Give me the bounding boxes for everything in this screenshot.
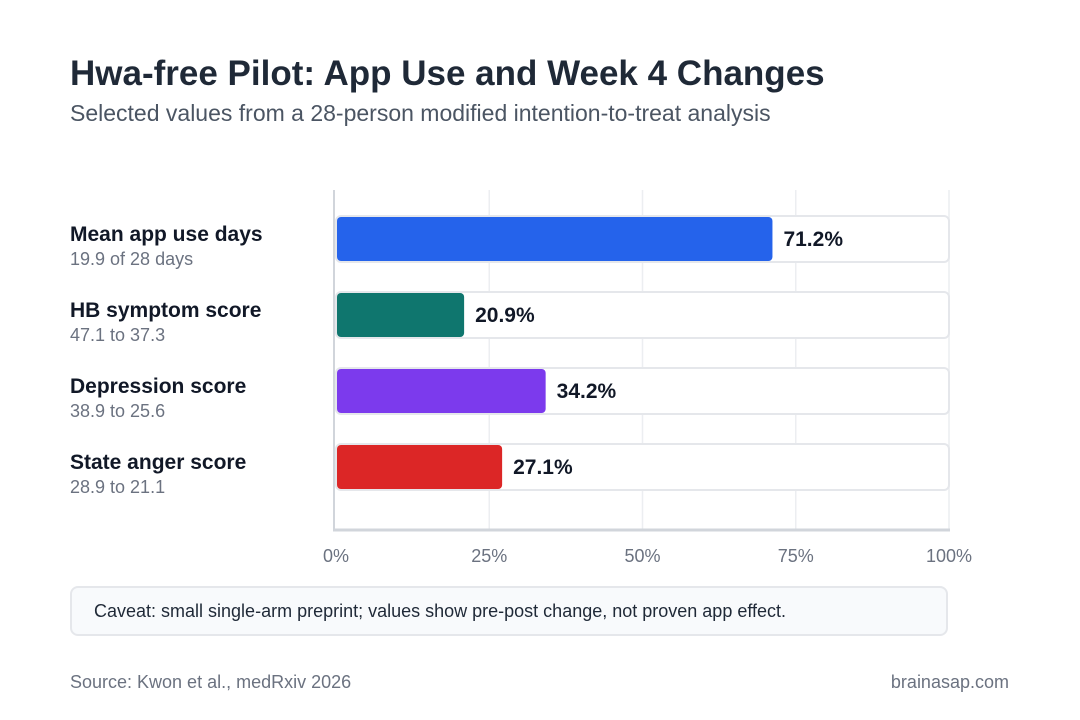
data-label: 34.2% (557, 380, 617, 403)
x-tick-label: 50% (624, 546, 660, 566)
source-note: Source: Kwon et al., medRxiv 2026 (70, 672, 352, 692)
data-label: 27.1% (513, 456, 573, 479)
category-label: HB symptom score (70, 299, 261, 322)
category-label: Mean app use days (70, 223, 263, 246)
x-tick-label: 75% (778, 546, 814, 566)
bar (337, 217, 773, 261)
x-tick-label: 25% (471, 546, 507, 566)
bar (337, 293, 465, 337)
category-sublabel: 47.1 to 37.3 (70, 325, 165, 345)
caveat-box: Caveat: small single-arm preprint; value… (70, 586, 948, 636)
x-tick-label: 0% (323, 546, 349, 566)
category-label: Depression score (70, 375, 246, 398)
category-sublabel: 28.9 to 21.1 (70, 477, 165, 497)
category-sublabel: 19.9 of 28 days (70, 249, 193, 269)
chart-title: Hwa-free Pilot: App Use and Week 4 Chang… (70, 54, 825, 93)
bar (337, 445, 503, 489)
x-tick-label: 100% (926, 546, 972, 566)
caveat-text: Caveat: small single-arm preprint; value… (94, 600, 787, 621)
bar-track (335, 291, 950, 339)
category-label: State anger score (70, 451, 246, 474)
data-label: 71.2% (783, 228, 843, 251)
brand-label: brainasap.com (890, 672, 1009, 692)
bar (337, 369, 546, 413)
category-sublabel: 38.9 to 25.6 (70, 401, 165, 421)
data-label: 20.9% (475, 304, 535, 327)
chart-subtitle: Selected values from a 28-person modifie… (70, 100, 771, 126)
